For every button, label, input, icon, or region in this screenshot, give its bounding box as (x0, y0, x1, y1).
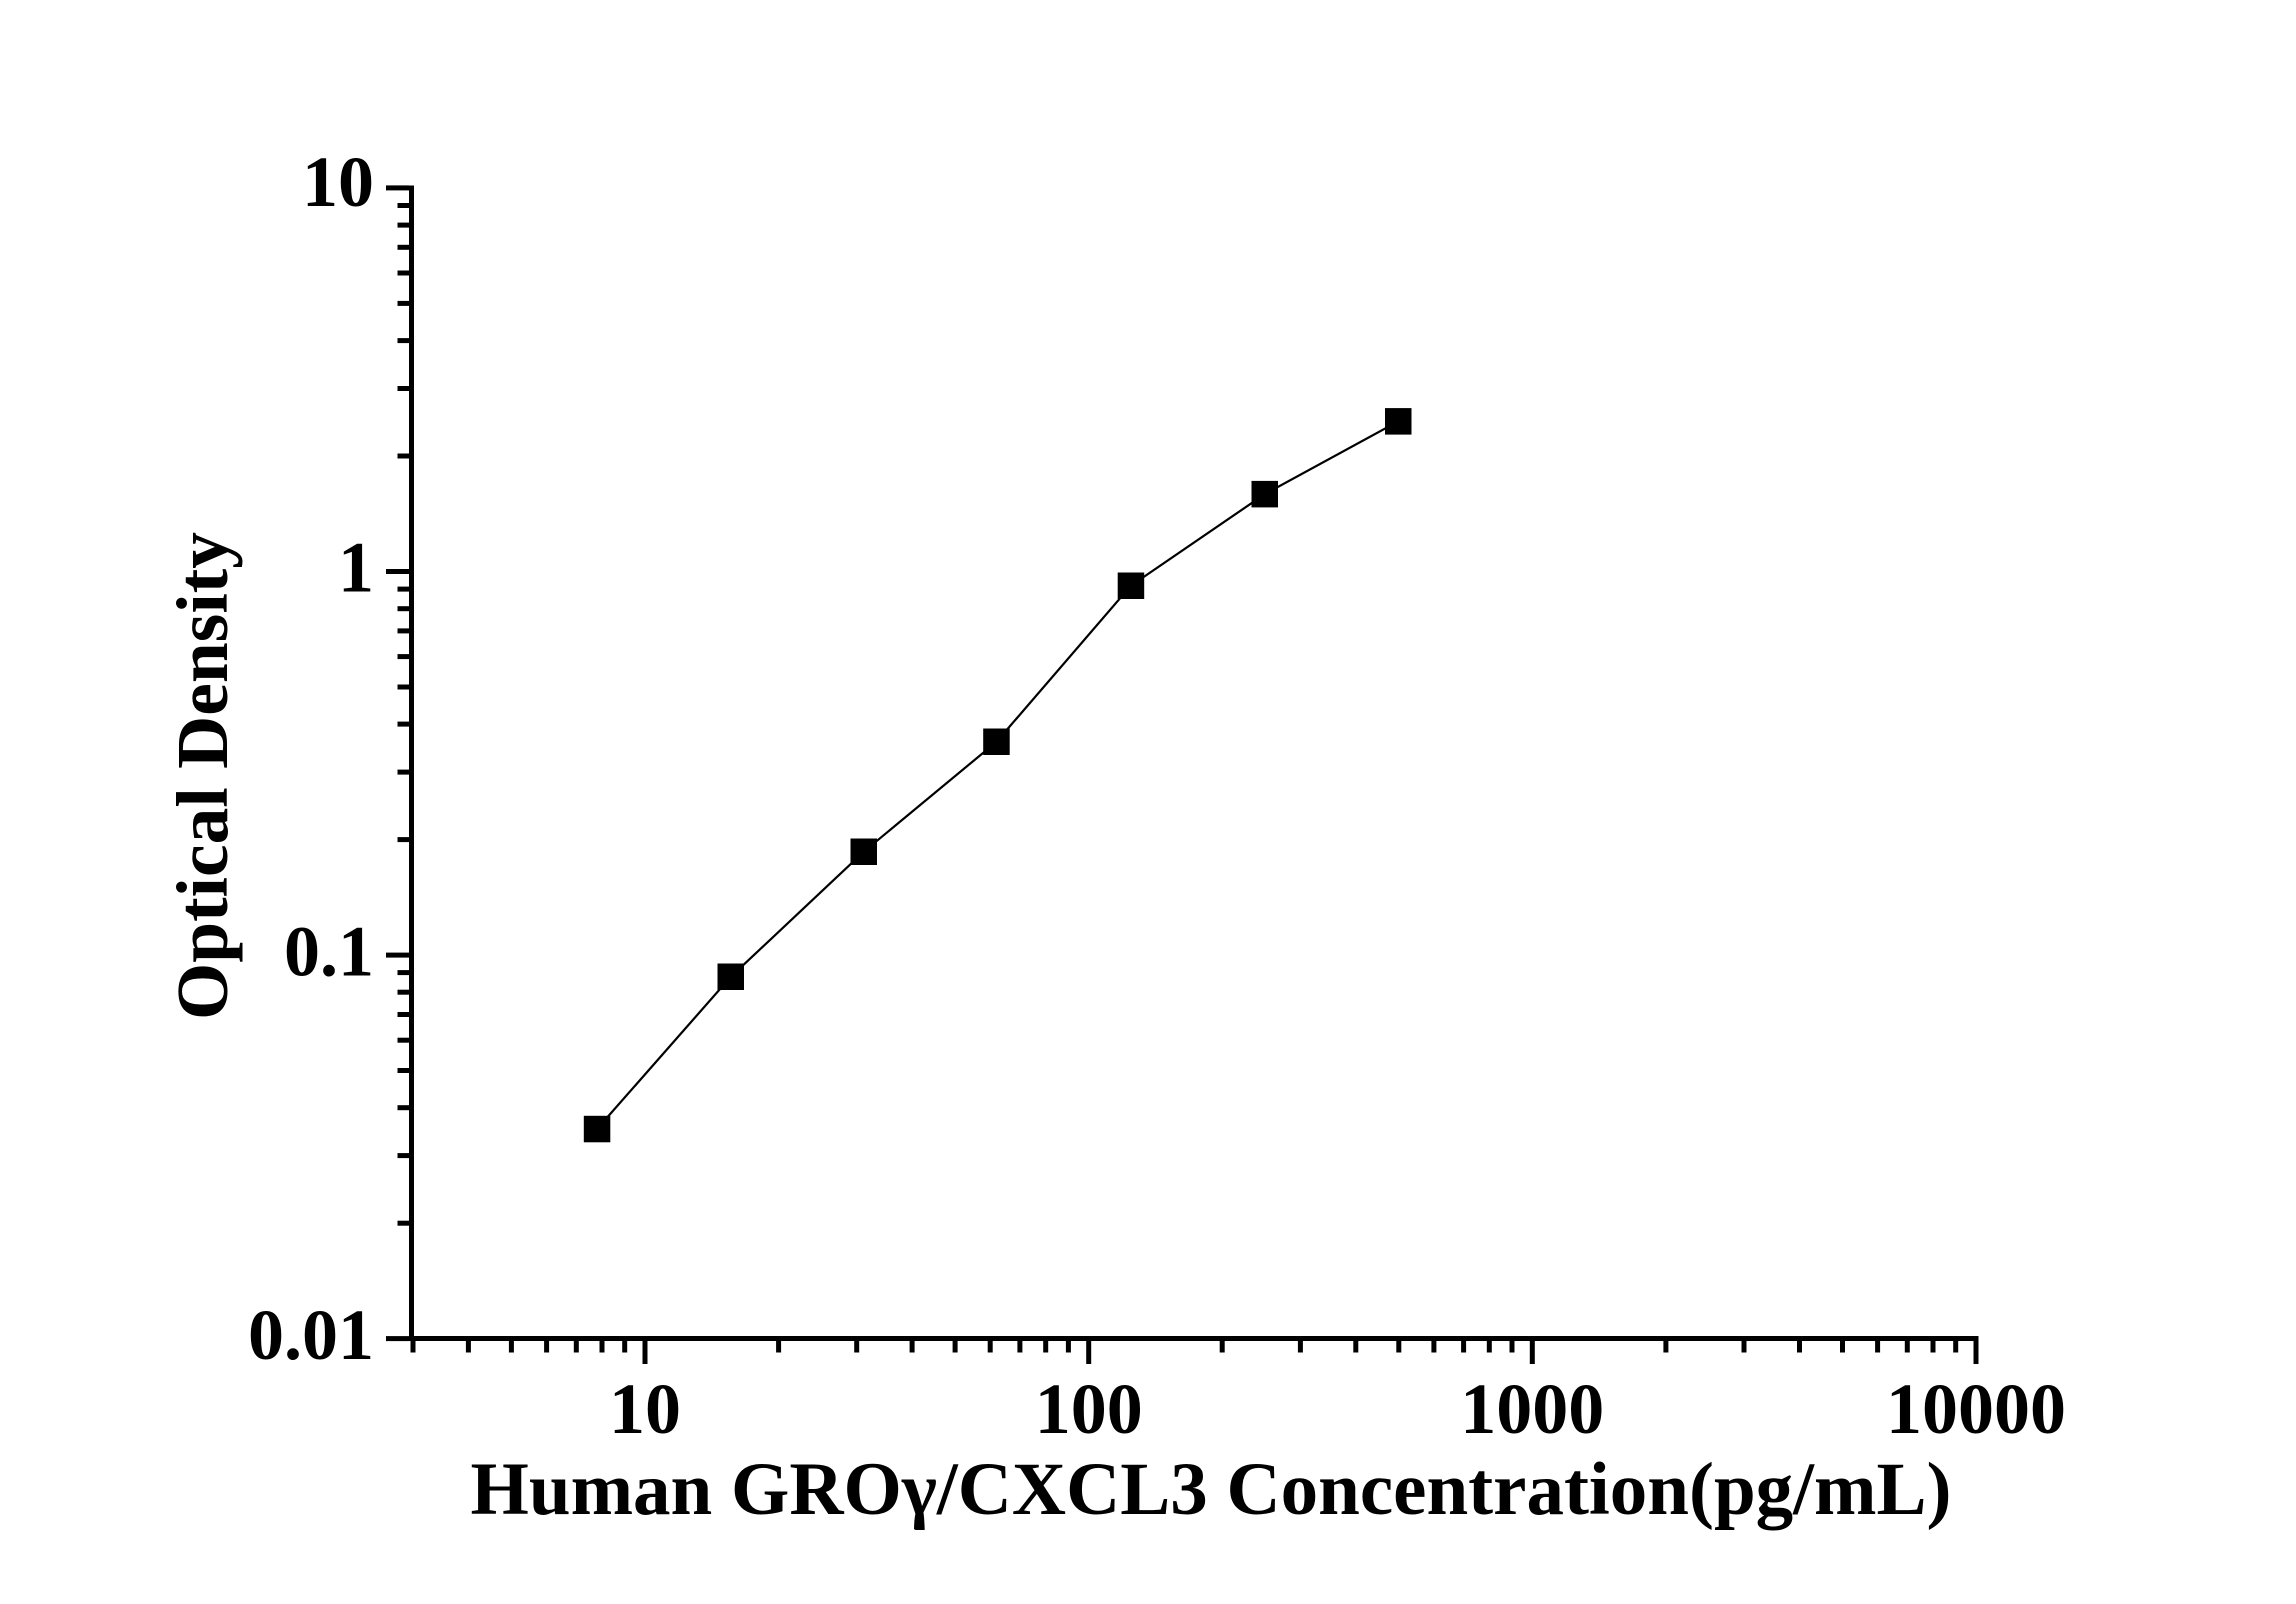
svg-text:0.1: 0.1 (284, 912, 374, 992)
svg-text:1: 1 (338, 528, 374, 608)
svg-text:Human GROγ/CXCL3 Concentration: Human GROγ/CXCL3 Concentration(pg/mL) (471, 1448, 1952, 1531)
svg-text:10: 10 (609, 1369, 681, 1449)
svg-text:0.01: 0.01 (248, 1295, 374, 1375)
svg-text:100: 100 (1035, 1369, 1143, 1449)
svg-text:1000: 1000 (1460, 1369, 1604, 1449)
svg-text:10000: 10000 (1886, 1369, 2066, 1449)
svg-text:Optical Density: Optical Density (162, 532, 243, 1020)
svg-text:10: 10 (302, 142, 374, 222)
